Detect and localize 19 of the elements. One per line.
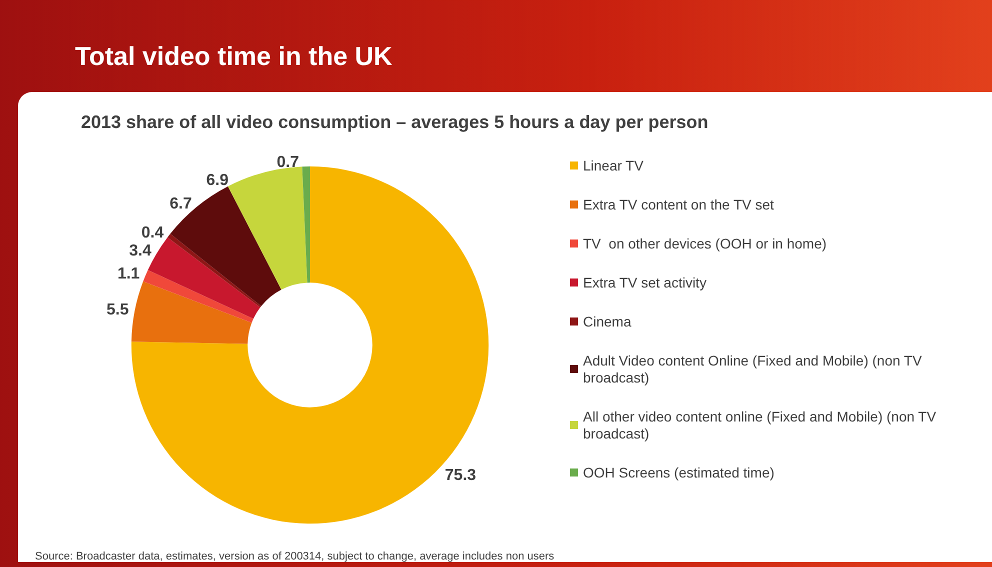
legend-label: Extra TV content on the TV set	[583, 196, 774, 212]
legend-label: Cinema	[583, 314, 632, 330]
legend-label: OOH Screens (estimated time)	[583, 464, 774, 480]
source-note: Source: Broadcaster data, estimates, version as of 200314, subject to change, average includes non users	[35, 550, 555, 562]
legend-label: Linear TV	[583, 158, 644, 174]
chart-subtitle: 2013 share of all video consumption – averages 5 hours a day per person	[81, 112, 708, 132]
legend-label: TV on other devices (OOH or in home)	[583, 236, 827, 252]
data-label: 0.7	[276, 154, 300, 171]
data-label: 75.3	[444, 466, 476, 484]
data-label: 5.5	[106, 302, 129, 319]
data-label: 3.4	[129, 242, 152, 260]
legend-label: Adult Video content Online (Fixed and Mobile) (non TV broadcast)	[583, 352, 926, 386]
data-label: 1.1	[117, 266, 140, 283]
chart-title: Total video time in the UK	[75, 41, 393, 71]
data-label: 6.9	[206, 172, 229, 189]
data-label: 6.7	[170, 195, 192, 212]
data-label: 0.4	[141, 224, 164, 242]
legend-label: Extra TV set activity	[583, 274, 706, 290]
legend-label: All other video content online (Fixed and Mobile) (non TV broadcast)	[583, 408, 940, 442]
